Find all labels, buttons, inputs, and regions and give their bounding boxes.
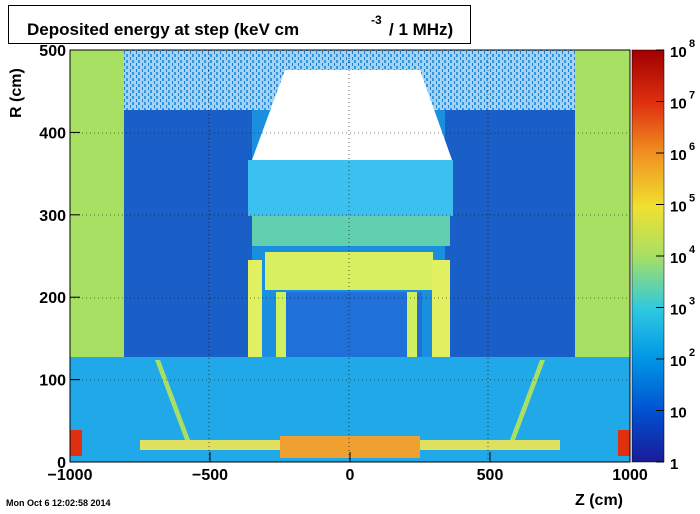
colorbar-tick-exponent: 6 bbox=[689, 141, 695, 153]
colorbar-tick-exponent: 7 bbox=[689, 90, 695, 102]
colorbar-tick-label: 10 bbox=[670, 302, 687, 319]
heatmap-mid-stripes bbox=[252, 216, 450, 246]
heatmap-right-slant bbox=[510, 360, 545, 440]
heatmap-left-corner bbox=[70, 430, 82, 456]
heatmap-bottom-hot bbox=[280, 436, 420, 458]
x-tick-label: 500 bbox=[477, 467, 504, 484]
colorbar-tick-label: 10 bbox=[670, 199, 687, 216]
y-tick-label: 500 bbox=[39, 43, 66, 60]
colorbar-tick-exponent: 4 bbox=[689, 244, 696, 256]
colorbar-tick-label: 10 bbox=[670, 96, 687, 113]
x-ticks: −1000 −500 0 500 1000 bbox=[48, 452, 648, 484]
grid-lines bbox=[70, 50, 630, 462]
colorbar-tick-label: 1 bbox=[670, 456, 678, 473]
colorbar-tick-exponent: 8 bbox=[689, 38, 695, 50]
x-tick-label: −500 bbox=[192, 467, 228, 484]
x-tick-label: −1000 bbox=[48, 467, 93, 484]
chart-title-box: Deposited energy at step (keV cm -3 / 1 … bbox=[8, 5, 471, 44]
heatmap-left-column bbox=[248, 260, 262, 386]
colorbar-tick-label: 10 bbox=[670, 44, 687, 61]
chart-title-superscript: -3 bbox=[371, 13, 382, 27]
chart-title-suffix: / 1 MHz) bbox=[389, 20, 454, 39]
y-tick-label: 400 bbox=[39, 125, 66, 142]
y-tick-label: 300 bbox=[39, 208, 66, 225]
colorbar-tick-exponent: 5 bbox=[689, 193, 695, 205]
y-axis-label: R (cm) bbox=[8, 68, 25, 118]
heatmap-right-block bbox=[575, 50, 630, 357]
colorbar-tick-exponent: 2 bbox=[689, 347, 695, 359]
colorbar-tick-exponent: 3 bbox=[689, 296, 695, 308]
y-tick-label: 100 bbox=[39, 373, 66, 390]
heatmap-mid-band bbox=[248, 160, 453, 216]
y-tick-label: 0 bbox=[57, 455, 66, 472]
timestamp: Mon Oct 6 12:02:58 2014 bbox=[6, 498, 111, 508]
heatmap-right-corner bbox=[618, 430, 630, 456]
chart-title: Deposited energy at step (keV cm bbox=[27, 20, 300, 39]
colorbar-tick-label: 10 bbox=[670, 147, 687, 164]
heatmap-upper-white bbox=[252, 70, 452, 160]
heatmap-left-slant bbox=[155, 360, 190, 440]
x-tick-label: 1000 bbox=[612, 467, 648, 484]
heatmap-left-block bbox=[70, 50, 124, 357]
colorbar-tick-label: 10 bbox=[670, 405, 687, 422]
y-tick-label: 200 bbox=[39, 290, 66, 307]
heatmap-left-dark bbox=[124, 110, 252, 357]
x-tick-label: 0 bbox=[346, 467, 355, 484]
y-ticks: 0 100 200 300 400 500 bbox=[39, 43, 80, 472]
x-axis-label: Z (cm) bbox=[575, 492, 623, 509]
colorbar-tick-label: 10 bbox=[670, 250, 687, 267]
heatmap-right-column bbox=[432, 260, 450, 386]
heatmap-right-dark bbox=[445, 110, 575, 357]
colorbar-tick-label: 10 bbox=[670, 353, 687, 370]
heatmap-cells bbox=[70, 50, 630, 462]
